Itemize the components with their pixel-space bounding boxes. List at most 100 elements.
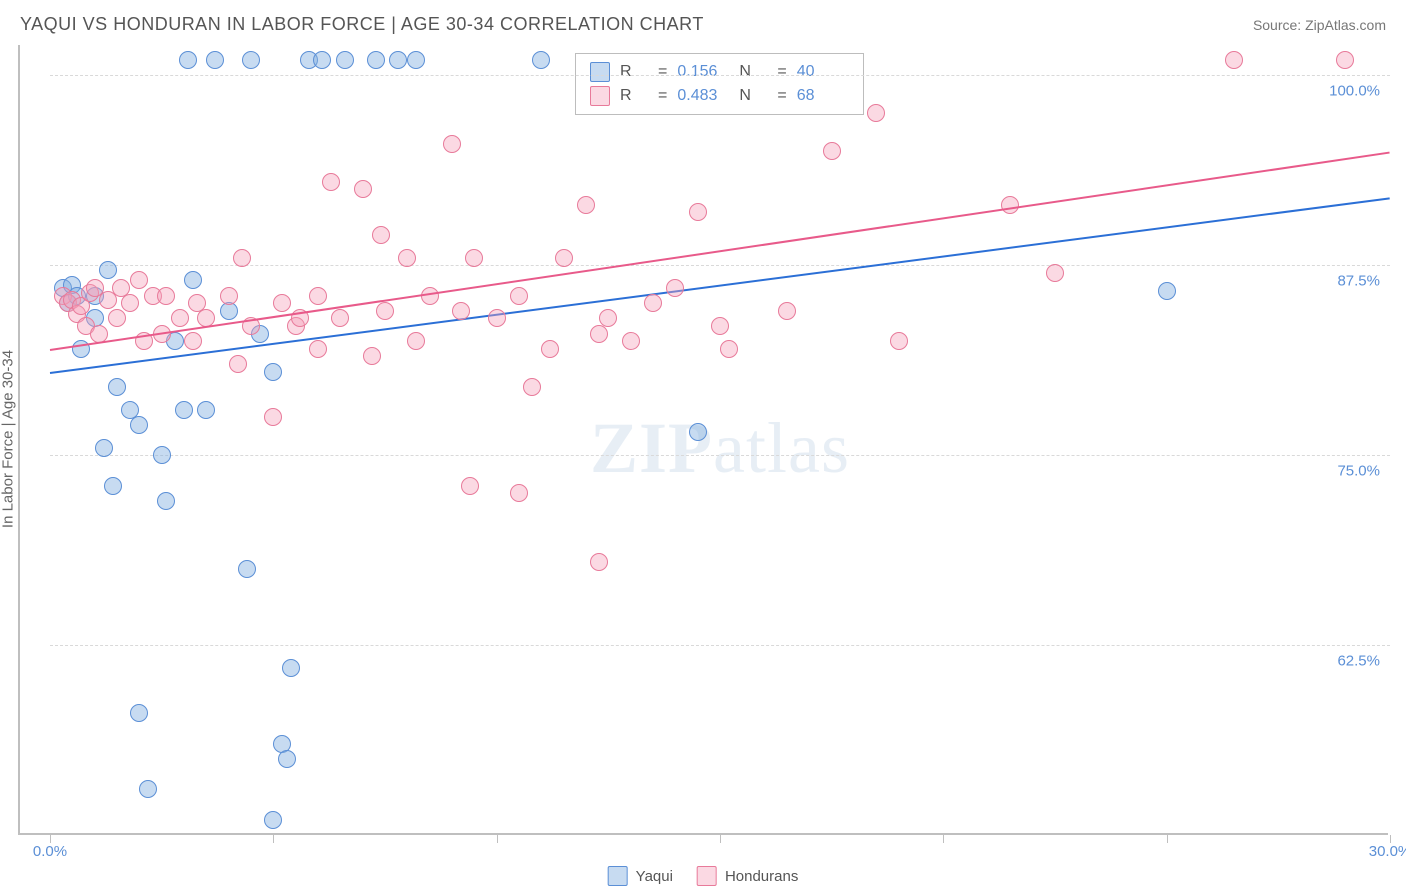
x-tick-mark — [50, 835, 51, 843]
data-point — [331, 309, 349, 327]
source-label: Source: ZipAtlas.com — [1253, 17, 1386, 33]
x-tick-mark — [273, 835, 274, 843]
data-point — [666, 279, 684, 297]
x-tick-mark — [1390, 835, 1391, 843]
legend-label: Hondurans — [725, 868, 798, 885]
data-point — [130, 271, 148, 289]
data-point — [104, 477, 122, 495]
data-point — [510, 287, 528, 305]
data-point — [220, 287, 238, 305]
y-axis-title: In Labor Force | Age 30-34 — [0, 350, 17, 528]
y-tick-label: 87.5% — [1337, 273, 1380, 290]
data-point — [823, 142, 841, 160]
data-point — [590, 553, 608, 571]
data-point — [233, 249, 251, 267]
data-point — [206, 51, 224, 69]
data-point — [130, 416, 148, 434]
data-point — [367, 51, 385, 69]
data-point — [689, 203, 707, 221]
data-point — [157, 492, 175, 510]
stats-r-label: R — [620, 63, 648, 81]
legend: Yaqui Hondurans — [608, 866, 799, 886]
data-point — [184, 271, 202, 289]
data-point — [336, 51, 354, 69]
data-point — [532, 51, 550, 69]
data-point — [1001, 196, 1019, 214]
stats-r-value: 0.156 — [677, 63, 729, 81]
stats-row: R=0.156N=40 — [590, 60, 849, 84]
data-point — [389, 51, 407, 69]
data-point — [465, 249, 483, 267]
gridline — [50, 455, 1390, 456]
x-tick-mark — [1167, 835, 1168, 843]
stats-row: R=0.483N=68 — [590, 84, 849, 108]
stats-r-label: R — [620, 87, 648, 105]
data-point — [273, 294, 291, 312]
x-tick-mark — [497, 835, 498, 843]
data-point — [867, 104, 885, 122]
data-point — [242, 51, 260, 69]
data-point — [720, 340, 738, 358]
data-point — [443, 135, 461, 153]
data-point — [1336, 51, 1354, 69]
data-point — [407, 332, 425, 350]
stats-eq: = — [777, 87, 786, 105]
data-point — [322, 173, 340, 191]
data-point — [398, 249, 416, 267]
data-point — [711, 317, 729, 335]
gridline — [50, 645, 1390, 646]
stats-n-label: N — [739, 87, 767, 105]
data-point — [376, 302, 394, 320]
stats-r-value: 0.483 — [677, 87, 729, 105]
gridline — [50, 75, 1390, 76]
data-point — [108, 378, 126, 396]
data-point — [1158, 282, 1176, 300]
data-point — [577, 196, 595, 214]
data-point — [778, 302, 796, 320]
data-point — [229, 355, 247, 373]
legend-swatch — [697, 866, 717, 886]
stats-eq: = — [658, 87, 667, 105]
data-point — [452, 302, 470, 320]
data-point — [1046, 264, 1064, 282]
data-point — [523, 378, 541, 396]
gridline — [50, 265, 1390, 266]
data-point — [309, 287, 327, 305]
data-point — [372, 226, 390, 244]
data-point — [689, 423, 707, 441]
data-point — [407, 51, 425, 69]
data-point — [510, 484, 528, 502]
data-point — [555, 249, 573, 267]
data-point — [95, 439, 113, 457]
y-tick-label: 62.5% — [1337, 653, 1380, 670]
data-point — [130, 704, 148, 722]
data-point — [1225, 51, 1243, 69]
data-point — [99, 261, 117, 279]
x-tick-mark — [720, 835, 721, 843]
data-point — [488, 309, 506, 327]
data-point — [157, 287, 175, 305]
stats-box: R=0.156N=40R=0.483N=68 — [575, 53, 864, 115]
data-point — [590, 325, 608, 343]
data-point — [175, 401, 193, 419]
data-point — [264, 408, 282, 426]
stats-eq: = — [658, 63, 667, 81]
x-tick-mark — [943, 835, 944, 843]
chart-title: YAQUI VS HONDURAN IN LABOR FORCE | AGE 3… — [20, 14, 704, 35]
data-point — [282, 659, 300, 677]
y-tick-label: 75.0% — [1337, 463, 1380, 480]
data-point — [108, 309, 126, 327]
chart-area: In Labor Force | Age 30-34 ZIPatlas R=0.… — [18, 45, 1388, 835]
watermark: ZIPatlas — [590, 407, 850, 490]
stats-n-label: N — [739, 63, 767, 81]
legend-item: Hondurans — [697, 866, 798, 886]
x-tick-label: 30.0% — [1369, 843, 1406, 860]
legend-label: Yaqui — [636, 868, 673, 885]
data-point — [139, 780, 157, 798]
data-point — [278, 750, 296, 768]
data-point — [313, 51, 331, 69]
data-point — [184, 332, 202, 350]
data-point — [354, 180, 372, 198]
stats-eq: = — [777, 63, 786, 81]
data-point — [622, 332, 640, 350]
